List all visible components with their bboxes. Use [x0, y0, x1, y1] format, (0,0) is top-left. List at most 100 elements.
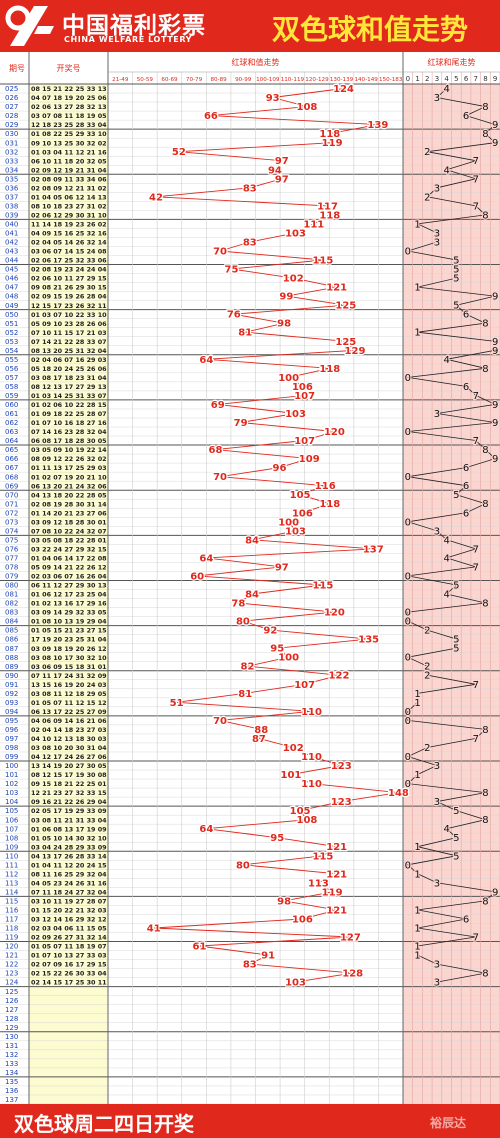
tail-point-label: 0: [405, 608, 411, 619]
period-label: 063: [5, 428, 18, 436]
period-label: 068: [5, 473, 18, 481]
draw-numbers: 01 05 07 11 18 19 07: [31, 943, 107, 951]
tail-point-label: 0: [405, 517, 411, 528]
tail-point-label: 3: [434, 797, 440, 808]
period-label: 130: [5, 1033, 18, 1041]
draw-numbers: 03 08 10 17 30 32 10: [31, 654, 107, 662]
draw-numbers: 06 08 17 18 28 30 05: [31, 437, 107, 445]
sum-point-label: 105: [290, 490, 311, 501]
period-label: 089: [5, 663, 18, 671]
period-label: 094: [5, 708, 19, 716]
tail-axis-label: 0: [406, 75, 410, 83]
sum-point-label: 88: [254, 725, 268, 736]
sum-point-label: 83: [243, 960, 257, 971]
tail-point-label: 3: [434, 761, 440, 772]
sum-point-label: 118: [319, 364, 340, 375]
tail-point-label: 0: [405, 617, 411, 628]
tail-point-label: 3: [434, 526, 440, 537]
sum-point-label: 139: [367, 120, 388, 131]
period-label: 029: [5, 121, 18, 129]
draw-numbers: 13 15 16 19 20 24 03: [31, 681, 107, 689]
sum-point-label: 129: [345, 346, 366, 357]
sum-bin-label: 100-109: [256, 77, 280, 83]
period-label: 080: [5, 582, 18, 590]
period-label: 069: [5, 482, 18, 490]
sum-point-label: 121: [326, 283, 347, 294]
sum-point-label: 79: [234, 418, 248, 429]
draw-numbers: 01 11 13 17 25 29 03: [31, 464, 107, 472]
period-label: 124: [5, 979, 19, 987]
period-label: 103: [5, 789, 18, 797]
draw-numbers: 05 09 14 21 22 26 12: [31, 564, 107, 572]
sum-point-label: 81: [238, 689, 252, 700]
draw-numbers: 05 18 20 24 25 26 06: [31, 365, 107, 373]
period-label: 137: [5, 1096, 18, 1104]
sum-point-label: 95: [270, 644, 284, 655]
sum-point-label: 97: [275, 562, 289, 573]
draw-numbers: 01 06 08 13 17 19 09: [31, 825, 107, 833]
tail-point-label: 7: [473, 680, 479, 691]
period-label: 044: [5, 257, 19, 265]
draw-numbers: 01 03 14 25 31 33 07: [31, 392, 107, 400]
tail-point-label: 3: [434, 93, 440, 104]
period-label: 091: [5, 681, 18, 689]
tail-trend-line: [406, 88, 497, 983]
period-label: 107: [5, 825, 18, 833]
sum-point-label: 99: [279, 292, 293, 303]
tail-point-label: 2: [424, 662, 430, 673]
period-label: 075: [5, 536, 18, 544]
period-label: 086: [5, 636, 19, 644]
sum-point-label: 76: [227, 310, 241, 321]
sum-bin-label: 120-129: [305, 77, 329, 83]
sum-bin-label: 110-119: [281, 77, 305, 83]
draw-numbers: 02 09 12 19 21 31 04: [31, 166, 107, 174]
sum-point-label: 103: [285, 228, 306, 239]
draw-numbers: 07 11 18 24 27 32 04: [31, 888, 107, 896]
tail-point-label: 2: [424, 671, 430, 682]
tail-point-label: 8: [482, 599, 488, 610]
sum-point-label: 64: [199, 355, 213, 366]
tail-point-label: 6: [463, 310, 469, 321]
draw-numbers: 01 04 06 14 17 22 08: [31, 554, 107, 562]
period-label: 072: [5, 509, 18, 517]
period-label: 041: [5, 230, 18, 238]
draw-numbers: 03 04 24 28 29 33 09: [31, 843, 107, 851]
draw-numbers: 11 14 18 19 23 26 02: [31, 221, 107, 229]
logo-subtext: CHINA WELFARE LOTTERY: [64, 35, 193, 44]
period-label: 100: [5, 762, 18, 770]
period-label: 026: [5, 94, 19, 102]
sum-point-label: 106: [292, 382, 313, 393]
period-label: 079: [5, 573, 18, 581]
period-label: 056: [5, 365, 19, 373]
draw-numbers: 01 04 05 06 12 14 13: [31, 193, 107, 201]
draw-numbers: 03 06 07 14 15 24 08: [31, 248, 107, 256]
tail-point-label: 0: [405, 472, 411, 483]
draw-numbers: 01 14 20 21 23 27 06: [31, 509, 107, 517]
period-label: 052: [5, 329, 18, 337]
draw-numbers: 01 09 18 22 25 28 07: [31, 410, 107, 418]
tail-point-label: 7: [473, 436, 479, 447]
tail-point-label: 4: [443, 165, 449, 176]
draw-numbers: 07 11 17 24 31 32 09: [31, 672, 107, 680]
period-label: 131: [5, 1042, 18, 1050]
period-label: 067: [5, 464, 18, 472]
period-label: 098: [5, 744, 18, 752]
tail-point-label: 4: [443, 553, 449, 564]
tail-point-label: 5: [453, 265, 459, 276]
draw-numbers: 02 06 13 27 28 32 13: [31, 103, 107, 111]
tail-point-label: 0: [405, 571, 411, 582]
sum-point-label: 61: [193, 942, 207, 953]
tail-axis-label: 3: [435, 75, 439, 83]
sum-point-label: 100: [278, 517, 299, 528]
draw-numbers: 03 05 08 18 22 28 01: [31, 536, 107, 544]
sum-point-label: 127: [340, 933, 361, 944]
sum-point-label: 121: [326, 869, 347, 880]
period-label: 125: [5, 988, 18, 996]
tail-point-label: 1: [414, 283, 420, 294]
period-label: 037: [5, 193, 18, 201]
tail-point-label: 6: [463, 508, 469, 519]
period-label: 065: [5, 446, 18, 454]
period-label: 073: [5, 518, 18, 526]
sum-point-label: 96: [273, 463, 287, 474]
tail-point-label: 8: [482, 788, 488, 799]
